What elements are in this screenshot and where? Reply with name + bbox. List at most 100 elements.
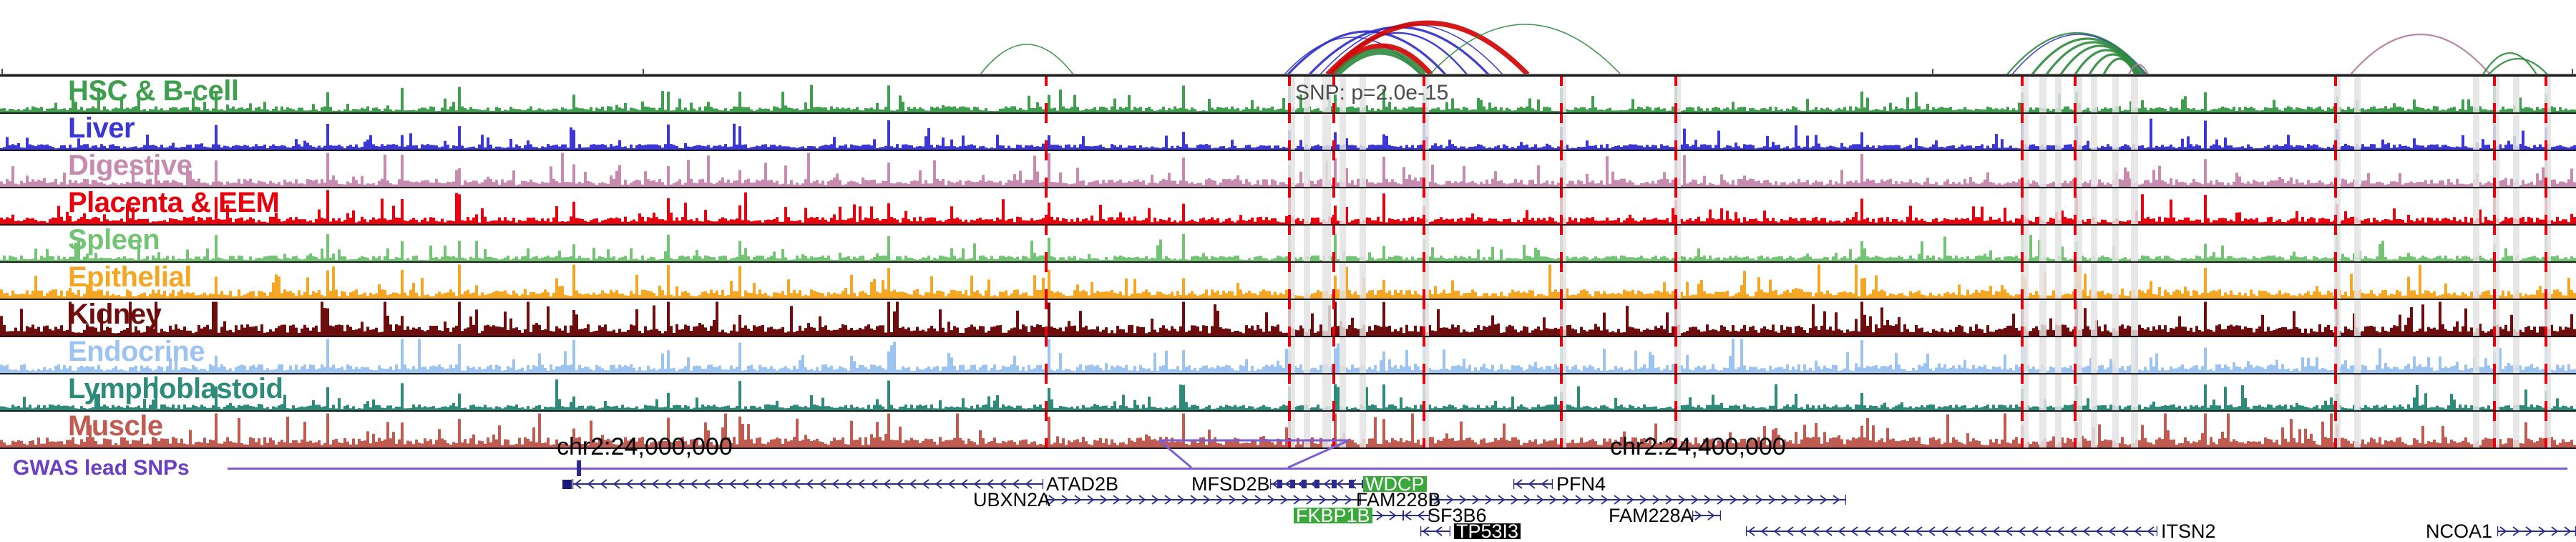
highlight-band xyxy=(1304,374,1310,410)
highlight-band xyxy=(2493,300,2499,336)
snp-tick-marker xyxy=(2074,226,2077,235)
snp-tick-marker xyxy=(1560,226,1563,235)
track-placenta-eem[interactable]: Placenta & EEM xyxy=(0,188,2576,226)
snp-tick-marker xyxy=(2074,215,2077,224)
snp-tick-marker xyxy=(1288,226,1291,235)
highlight-band xyxy=(1560,374,1566,410)
gene-row: UBXN2A FAM228B xyxy=(0,489,2576,510)
snp-tick-marker xyxy=(1674,337,1677,347)
gene-label-MFSD2B[interactable]: MFSD2B xyxy=(1191,473,1270,495)
gene-label-FAM228A[interactable]: FAM228A xyxy=(1609,505,1694,526)
gene-label-PFN4[interactable]: PFN4 xyxy=(1556,473,1606,495)
exon-block xyxy=(1349,480,1354,488)
gene-body-PFN4[interactable] xyxy=(1513,476,1553,492)
highlight-band xyxy=(2112,300,2119,336)
gene-body-UBXN2A[interactable] xyxy=(1046,492,1361,508)
gene-body-ATAD2B[interactable] xyxy=(572,476,1043,492)
gene-row: ATAD2B MFSD2B WDCP PFN4 xyxy=(0,473,2576,495)
highlight-band xyxy=(1304,151,1310,187)
highlight-band xyxy=(1674,412,1681,447)
highlight-band xyxy=(1322,337,1331,373)
track-muscle[interactable]: Muscle xyxy=(0,412,2576,449)
gene-body-FAM228A[interactable] xyxy=(1692,508,1721,523)
snp-tick-marker xyxy=(1423,188,1425,198)
highlight-band xyxy=(1304,337,1310,373)
gene-body-SF3B6[interactable] xyxy=(1402,508,1430,523)
loop-arc xyxy=(2350,34,2491,75)
strand-chevron xyxy=(2095,526,2103,536)
highlight-band xyxy=(1340,114,1346,150)
tissue-track-stack: HSC & B-cell Liver Digestive Placenta & EEM… xyxy=(0,75,2576,449)
track-hsc-b-cell[interactable]: HSC & B-cell xyxy=(0,75,2576,114)
track-epithelial[interactable]: Epithelial xyxy=(0,263,2576,300)
track-digestive[interactable]: Digestive xyxy=(0,151,2576,188)
highlight-band xyxy=(2473,337,2479,373)
highlight-band xyxy=(2493,188,2499,224)
snp-tick-marker xyxy=(2334,364,2337,373)
ruler-tick xyxy=(643,69,644,74)
gene-label-ATAD2B[interactable]: ATAD2B xyxy=(1046,473,1119,495)
snp-tick-marker xyxy=(1332,364,1335,373)
strand-chevron xyxy=(1850,526,1858,536)
snp-tick-marker xyxy=(2545,374,2547,384)
highlight-band xyxy=(1322,151,1331,187)
strand-chevron xyxy=(1786,526,1794,536)
strand-chevron xyxy=(1138,495,1146,505)
highlight-band xyxy=(1674,77,1681,112)
highlight-band xyxy=(2513,412,2519,447)
highlight-band xyxy=(1340,300,1346,336)
strand-chevron xyxy=(909,479,917,489)
highlight-band xyxy=(2055,263,2062,299)
snp-tick-marker xyxy=(1332,412,1335,421)
highlight-band xyxy=(2354,337,2361,373)
highlight-band xyxy=(2513,374,2519,410)
highlight-band xyxy=(1288,77,1295,112)
highlight-band xyxy=(2039,188,2046,224)
snp-tick-marker xyxy=(2545,151,2547,160)
snp-tick-marker xyxy=(1674,263,1677,272)
highlight-band xyxy=(2055,374,2062,410)
snp-tick-marker xyxy=(2021,151,2024,160)
snp-tick-marker xyxy=(1332,401,1335,410)
gene-label-FKBP1B[interactable]: FKBP1B xyxy=(1294,506,1372,526)
highlight-band xyxy=(2131,151,2138,187)
snp-tick-marker xyxy=(2021,178,2024,187)
track-endocrine[interactable]: Endocrine xyxy=(0,337,2576,374)
strand-chevron xyxy=(922,479,930,489)
strand-chevron xyxy=(2512,526,2520,536)
highlight-band xyxy=(1288,263,1295,299)
gene-label-WDCP[interactable]: WDCP xyxy=(1363,475,1427,494)
loop-arc xyxy=(2482,52,2537,75)
strand-chevron xyxy=(1902,526,1910,536)
strand-chevron xyxy=(1048,495,1056,505)
highlight-band xyxy=(2112,188,2119,224)
snp-tick-marker xyxy=(1045,103,1048,112)
track-label-muscle: Muscle xyxy=(68,412,163,442)
gene-label-UBXN2A[interactable]: UBXN2A xyxy=(973,489,1051,510)
gene-label-FAM228B[interactable]: FAM228B xyxy=(1356,489,1441,510)
strand-chevron xyxy=(947,479,955,489)
snp-tick-marker xyxy=(1560,151,1563,160)
snp-tick-marker xyxy=(2493,140,2496,150)
track-lymphoblastoid[interactable]: Lymphoblastoid xyxy=(0,374,2576,412)
snp-tick-marker xyxy=(1560,326,1563,336)
exon-block xyxy=(1277,480,1282,488)
track-spleen[interactable]: Spleen xyxy=(0,226,2576,263)
track-kidney[interactable]: Kidney xyxy=(0,300,2576,337)
gene-label-SF3B6[interactable]: SF3B6 xyxy=(1428,505,1487,526)
snp-tick-marker xyxy=(2493,438,2496,447)
gene-body-ITSN2[interactable] xyxy=(1746,523,2157,539)
snp-tick-marker xyxy=(1045,300,1048,309)
snp-tick-marker xyxy=(1288,215,1291,224)
highlight-band xyxy=(2021,412,2029,447)
track-liver[interactable]: Liver xyxy=(0,114,2576,151)
gene-body-NCOA1[interactable] xyxy=(2497,523,2576,539)
highlight-band xyxy=(2055,188,2062,224)
gwas-lead-snp-marker[interactable] xyxy=(577,460,581,476)
snp-tick-marker xyxy=(1332,337,1335,347)
highlight-band xyxy=(1560,226,1566,261)
gene-body-FAM228B[interactable] xyxy=(1431,492,1846,508)
strand-chevron xyxy=(1087,495,1095,505)
gene-body-TP53I3[interactable] xyxy=(1420,523,1450,539)
snp-tick-marker xyxy=(1288,77,1291,86)
